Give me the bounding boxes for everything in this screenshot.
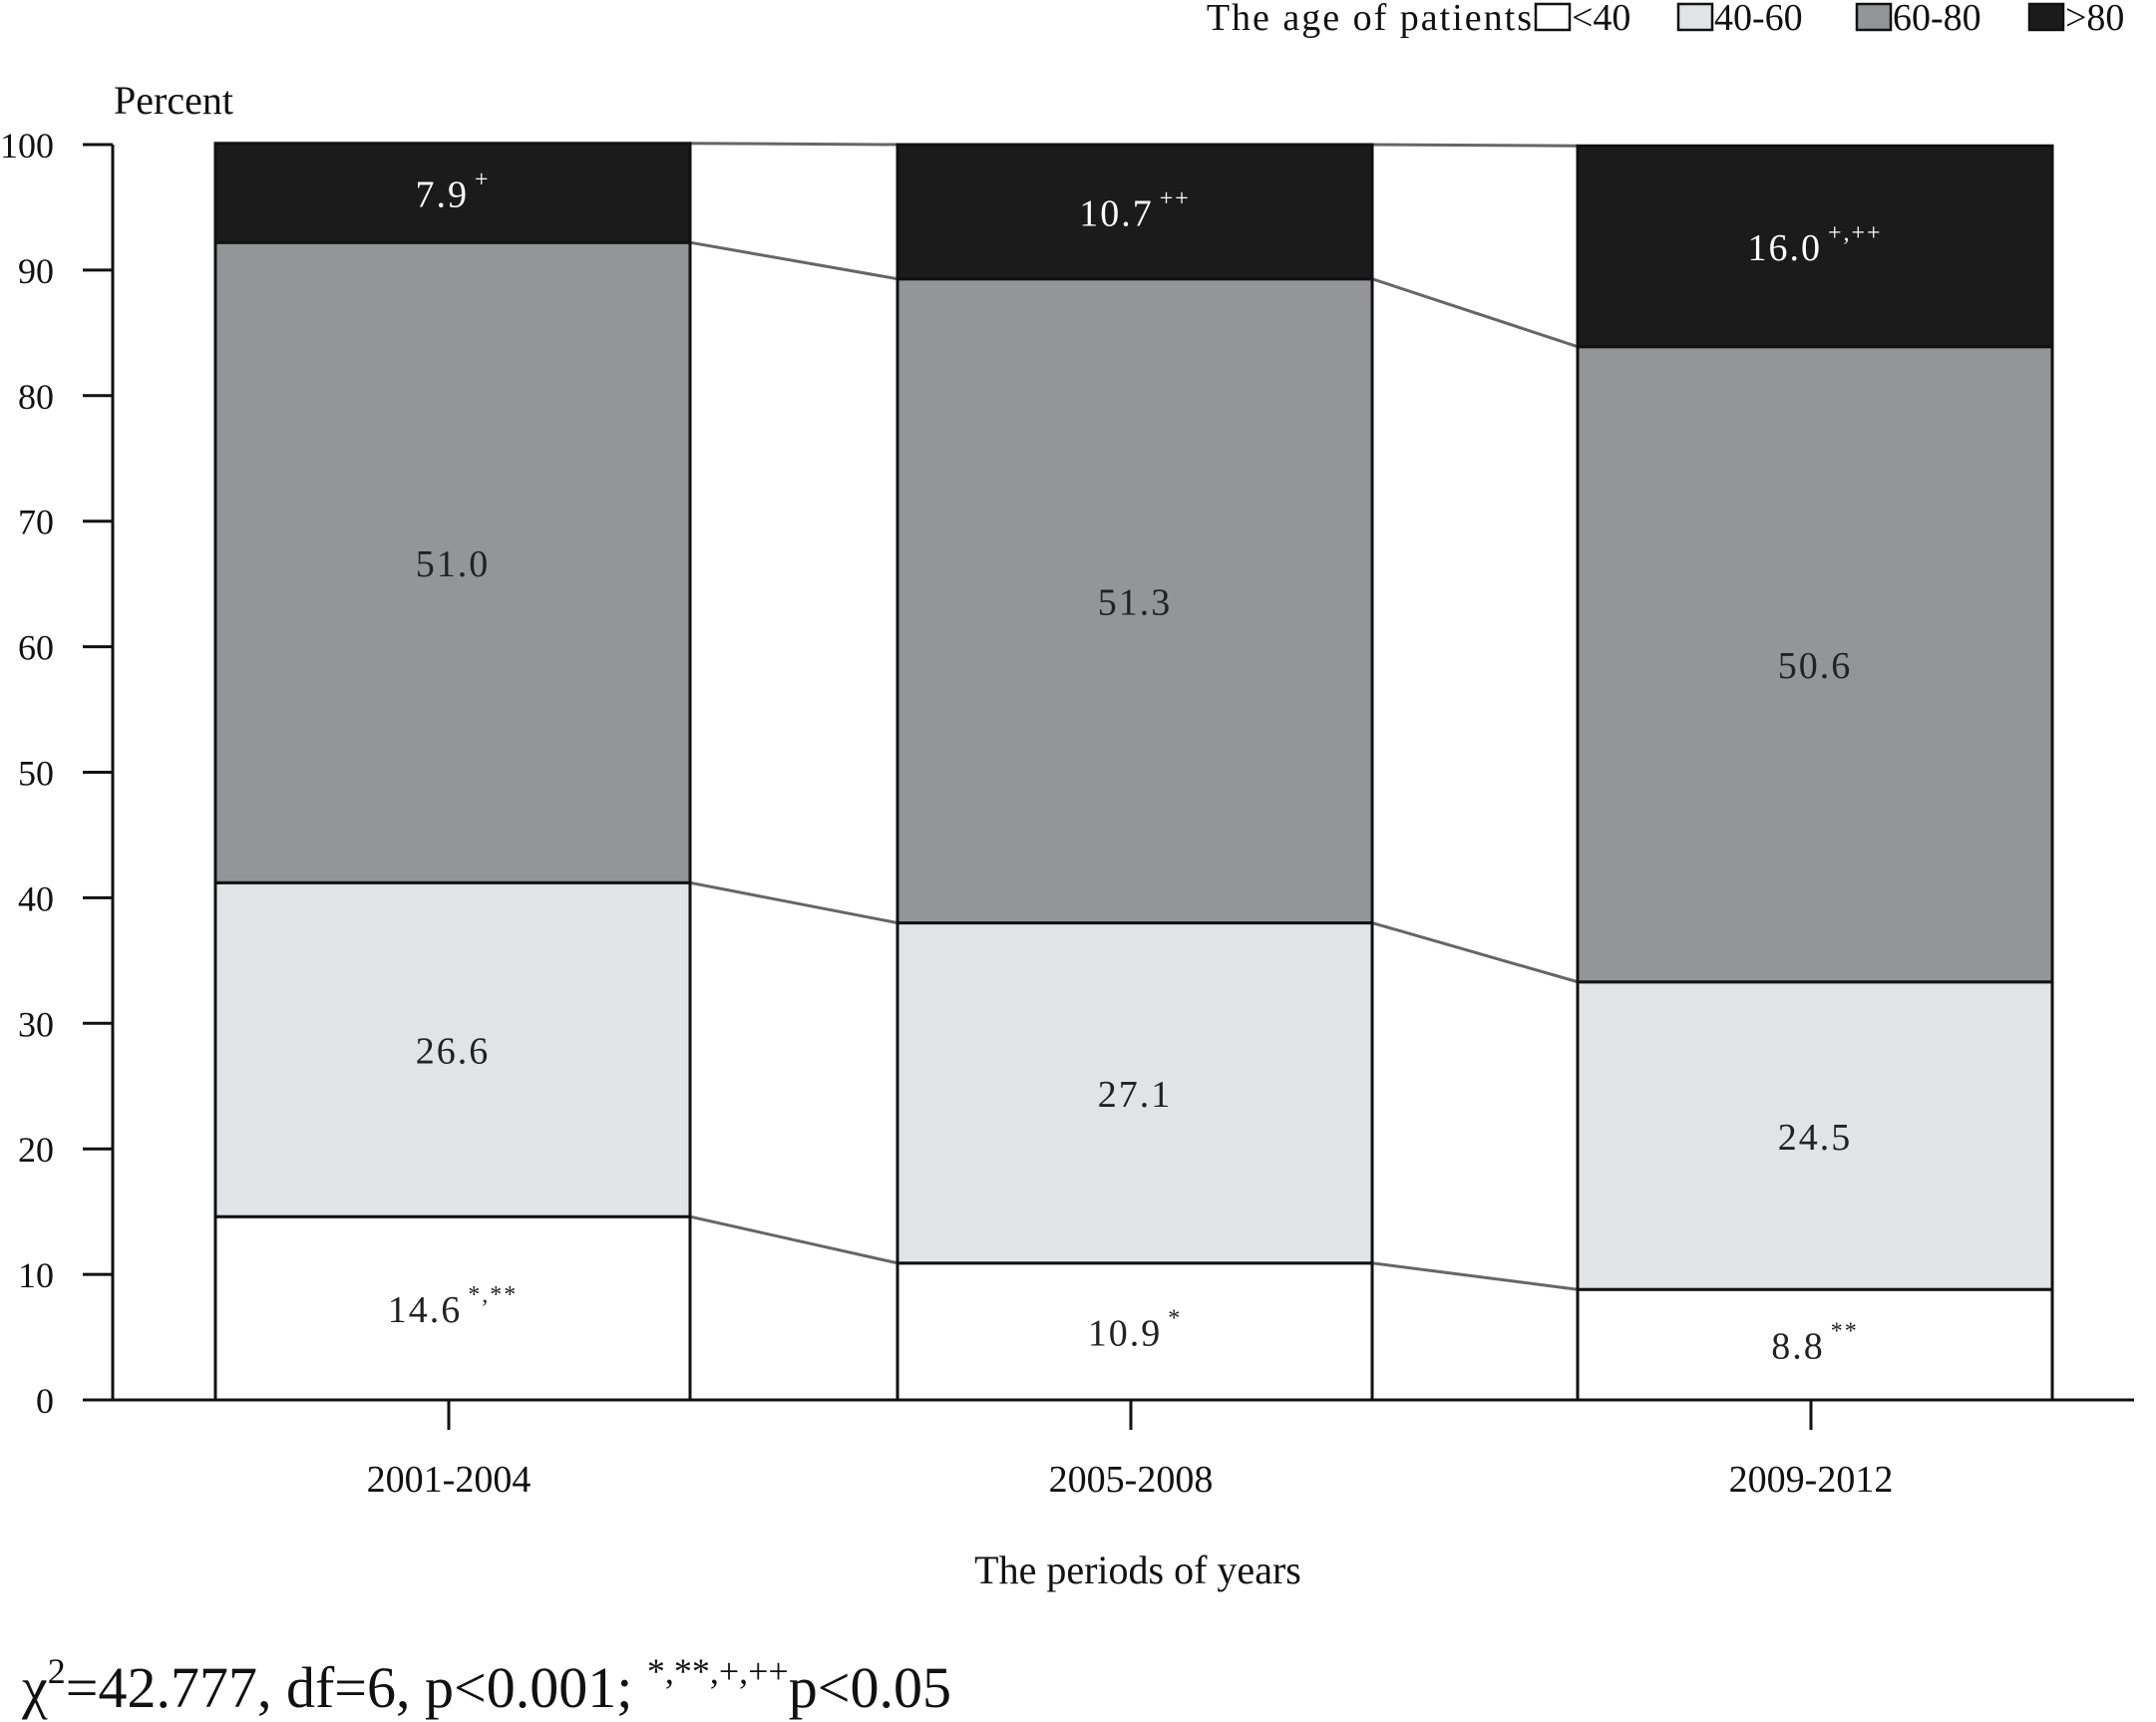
connector-line-1-2 — [1371, 1261, 1579, 1291]
y-tick-label-20: 20 — [18, 1130, 54, 1170]
data-label-3-2005-2008: 51.3 — [1098, 582, 1173, 624]
bar-segment-1-2001-2004 — [213, 1214, 692, 1402]
y-tick-label-100: 100 — [0, 126, 54, 166]
legend-swatch-4 — [2027, 2, 2065, 32]
y-tick-label-10: 10 — [18, 1255, 54, 1295]
legend-swatch-3 — [1855, 2, 1893, 32]
data-label-2-2005-2008: 27.1 — [1098, 1074, 1173, 1116]
x-axis-title: The periods of years — [974, 1548, 1301, 1592]
legend-title: The age of patients — [1207, 0, 1534, 39]
data-label-4-2009-2012: 16.0 +,++ — [1747, 220, 1882, 269]
bar-segment-4-2001-2004 — [213, 142, 692, 244]
legend-swatch-2 — [1676, 2, 1714, 32]
bar-segment-4-2005-2008 — [896, 143, 1374, 281]
y-tick-label-0: 0 — [36, 1381, 54, 1421]
legend-label-3: 60-80 — [1893, 0, 1981, 39]
legend-swatch-1 — [1534, 2, 1572, 32]
x-tick-label-2001-2004: 2001-2004 — [367, 1459, 532, 1501]
footnote-chi-exponent: 2 — [48, 1651, 66, 1691]
legend-label-4: >80 — [2065, 0, 2124, 39]
legend-label-1: <40 — [1572, 0, 1630, 39]
connector-line-4-2 — [1371, 143, 1579, 148]
data-label-3-2001-2004: 51.0 — [416, 543, 491, 585]
y-tick-label-90: 90 — [18, 251, 54, 291]
data-label-4-2005-2008: 10.7 ++ — [1079, 185, 1191, 234]
bar-segment-3-2005-2008 — [896, 277, 1374, 925]
connector-line-4-1 — [689, 142, 898, 147]
footnote-p: p<0.05 — [789, 1655, 951, 1720]
bar-segment-2-2005-2008 — [896, 921, 1374, 1265]
footnote-chi: χ — [21, 1655, 48, 1720]
data-label-1-2009-2012: 8.8 ** — [1771, 1319, 1859, 1368]
y-tick-label-70: 70 — [18, 503, 54, 542]
bar-segment-3-2009-2012 — [1576, 345, 2054, 984]
data-label-1-2005-2008: 10.9 * — [1088, 1305, 1183, 1354]
x-tick-label-2005-2008: 2005-2008 — [1049, 1459, 1214, 1501]
connector-line-3-2 — [1371, 277, 1579, 349]
connector-line-3-1 — [689, 240, 898, 281]
y-tick-label-60: 60 — [18, 628, 54, 668]
y-tick-label-50: 50 — [18, 754, 54, 794]
connector-line-2-2 — [1371, 921, 1579, 984]
data-label-3-2009-2012: 50.6 — [1778, 645, 1853, 687]
connector-line-2-1 — [689, 880, 898, 925]
bar-segment-2-2009-2012 — [1576, 980, 2054, 1291]
y-axis-title: Percent — [114, 78, 233, 123]
legend-label-2: 40-60 — [1714, 0, 1803, 39]
y-tick-label-80: 80 — [18, 377, 54, 417]
y-tick-label-40: 40 — [18, 878, 54, 918]
connector-line-1-1 — [689, 1214, 898, 1265]
footnote: χ2=42.777, df=6, p<0.001; *,**,+,++p<0.0… — [21, 1651, 951, 1720]
data-label-2-2009-2012: 24.5 — [1778, 1117, 1853, 1159]
data-label-2-2001-2004: 26.6 — [416, 1031, 491, 1073]
bar-segment-2-2001-2004 — [213, 880, 692, 1218]
data-label-4-2001-2004: 7.9 + — [415, 167, 490, 215]
bar-segment-4-2009-2012 — [1576, 144, 2054, 349]
y-tick-label-30: 30 — [18, 1004, 54, 1044]
data-label-1-2001-2004: 14.6 *,** — [388, 1282, 519, 1331]
footnote-marks: *,**,+,++ — [647, 1651, 789, 1691]
footnote-stat: =42.777, df=6, p<0.001; — [66, 1655, 647, 1720]
x-tick-label-2009-2012: 2009-2012 — [1729, 1459, 1894, 1501]
